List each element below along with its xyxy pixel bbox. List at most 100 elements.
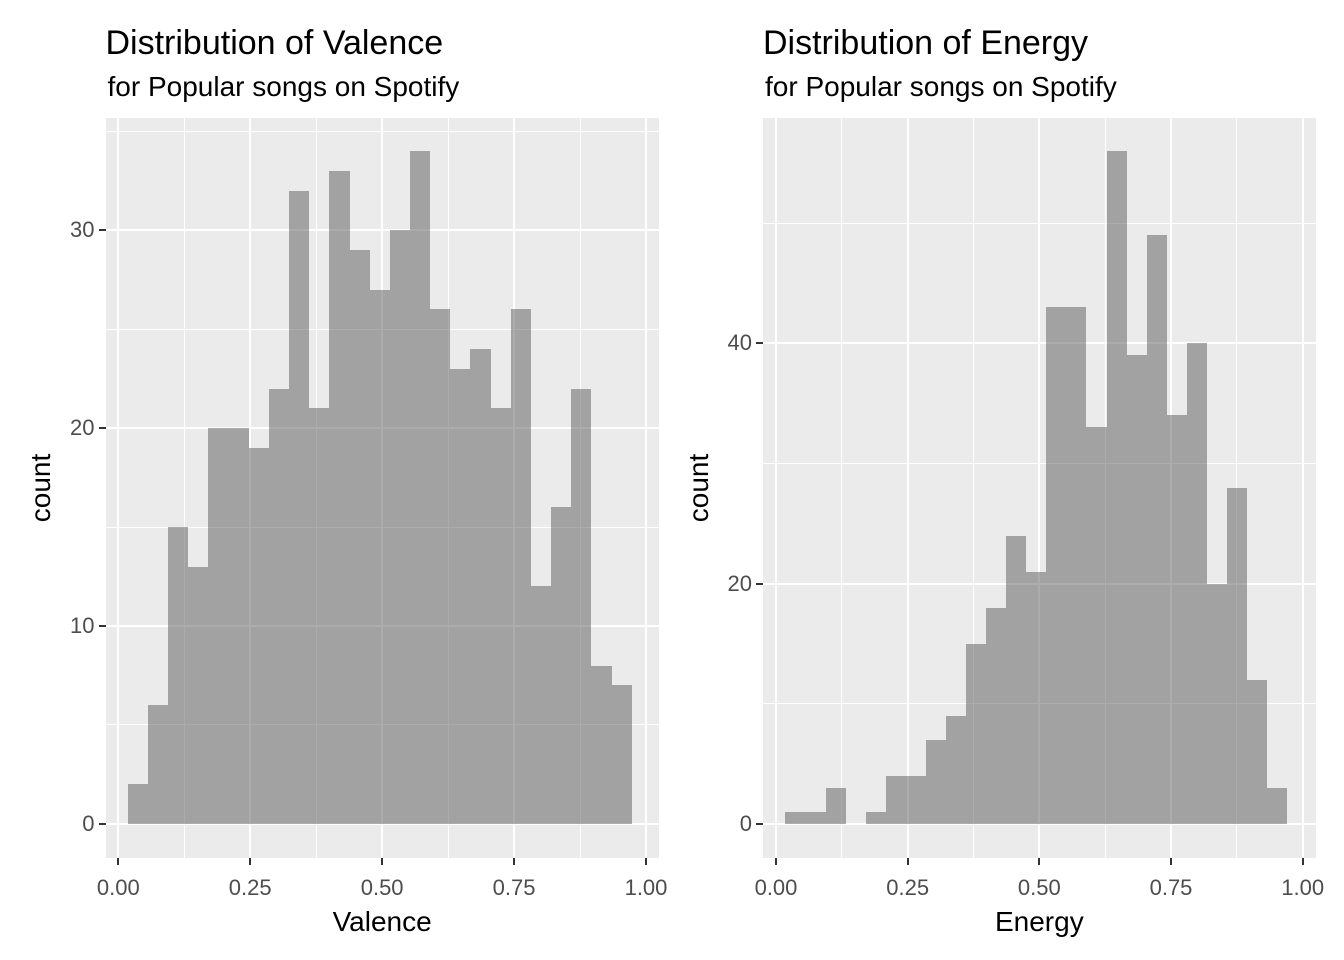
histogram-bar xyxy=(369,289,390,824)
x-axis-tick xyxy=(249,857,252,865)
histogram-bar xyxy=(168,527,189,824)
histogram-bar xyxy=(470,348,491,824)
y-axis-tick xyxy=(98,625,106,627)
y-axis-tick xyxy=(756,822,763,825)
histogram-bar xyxy=(1267,787,1288,824)
histogram-bar xyxy=(329,170,350,824)
gridline-x-major xyxy=(1301,117,1304,858)
histogram-bar xyxy=(1006,535,1027,824)
chart-subtitle: for Popular songs on Spotify xyxy=(107,70,460,102)
y-axis-tick xyxy=(98,229,106,232)
histogram-bar xyxy=(248,447,269,824)
gridline-y-major xyxy=(105,229,659,232)
x-tick-label: 0.75 xyxy=(1149,875,1193,900)
x-axis-tick xyxy=(117,857,120,865)
histogram-bar xyxy=(1146,235,1167,824)
gridline-x-major xyxy=(117,117,120,858)
y-axis-tick xyxy=(98,822,106,825)
histogram-bar xyxy=(1247,679,1268,824)
gridline-x-major xyxy=(775,117,777,858)
y-axis-tick xyxy=(756,582,763,585)
histogram-bar xyxy=(805,811,826,824)
chart-title: Distribution of Energy xyxy=(763,24,1089,62)
histogram-bar xyxy=(1226,487,1248,824)
x-axis-tick xyxy=(1301,857,1304,865)
y-tick-label: 30 xyxy=(70,217,95,243)
x-tick-label: 0.50 xyxy=(1017,875,1061,900)
y-axis-tick xyxy=(756,342,763,345)
y-axis-tick xyxy=(98,427,106,430)
histogram-bar xyxy=(450,368,471,824)
histogram-bar xyxy=(410,151,431,824)
chart-subtitle: for Popular songs on Spotify xyxy=(765,70,1117,102)
histogram-bar xyxy=(228,428,249,824)
histogram-bar xyxy=(289,190,310,824)
histogram-bar xyxy=(611,685,632,824)
histogram-bar xyxy=(309,408,330,824)
histogram-bar xyxy=(1066,307,1087,824)
histogram-bar xyxy=(865,811,886,824)
histogram-bar xyxy=(885,775,906,824)
gridline-x-minor xyxy=(183,117,185,858)
histogram-bar xyxy=(571,388,592,824)
histogram-bar xyxy=(986,607,1007,824)
histogram-bar xyxy=(490,408,511,824)
gridline-y-major xyxy=(763,342,1316,345)
histogram-bar xyxy=(268,388,290,824)
x-tick-label: 1.00 xyxy=(1281,875,1325,900)
x-axis-tick xyxy=(775,857,777,865)
gridline-y-major xyxy=(763,822,1316,825)
x-axis-tick xyxy=(1038,857,1041,865)
histogram-bar xyxy=(785,811,806,824)
histogram-bar xyxy=(905,775,926,824)
histogram-bar xyxy=(1086,427,1107,824)
x-tick-label: 0.50 xyxy=(360,875,404,900)
histogram-bar xyxy=(551,507,572,824)
y-tick-label: 20 xyxy=(70,415,95,441)
gridline-x-major xyxy=(645,117,647,858)
x-tick-label: 0.25 xyxy=(886,875,930,900)
gridline-x-minor xyxy=(841,117,843,858)
y-axis-title: count xyxy=(683,453,714,522)
histogram-bar xyxy=(925,739,946,824)
histogram-bar xyxy=(510,309,531,824)
gridline-x-minor xyxy=(973,117,974,858)
x-axis-tick xyxy=(381,857,384,865)
histogram-bar xyxy=(530,586,552,824)
y-tick-label: 20 xyxy=(727,570,752,596)
histogram-bar xyxy=(349,250,370,824)
plot-panel xyxy=(763,117,1316,858)
histogram-bar xyxy=(1206,583,1227,824)
histogram-bar xyxy=(946,715,967,824)
histogram-bar xyxy=(127,784,148,824)
x-tick-label: 0.25 xyxy=(228,875,272,900)
histogram-bar xyxy=(591,665,612,824)
x-tick-label: 0.00 xyxy=(96,875,140,900)
histogram-bar xyxy=(1126,355,1147,824)
x-axis-title: Valence xyxy=(332,906,432,937)
histogram-bar xyxy=(1106,151,1127,824)
x-tick-label: 1.00 xyxy=(624,875,668,900)
gridline-x-major xyxy=(1038,117,1041,858)
x-axis-tick xyxy=(1170,857,1173,865)
histogram-bar xyxy=(147,705,169,824)
gridline-y-major xyxy=(105,822,659,825)
x-axis-tick xyxy=(906,857,909,865)
histogram-bar xyxy=(188,566,209,824)
histogram-bar xyxy=(1026,571,1047,824)
histogram-bar xyxy=(1046,307,1067,824)
plot-panel xyxy=(105,117,659,858)
y-tick-label: 0 xyxy=(82,810,95,836)
x-tick-label: 0.75 xyxy=(492,875,536,900)
x-axis-tick xyxy=(513,857,516,865)
x-axis-tick xyxy=(645,857,647,865)
histogram-bar xyxy=(1166,415,1187,824)
y-tick-label: 40 xyxy=(727,330,752,356)
y-tick-label: 0 xyxy=(739,810,752,836)
histogram-bar xyxy=(430,309,451,824)
gridline-x-major xyxy=(906,117,909,858)
histogram-bar xyxy=(389,230,410,824)
